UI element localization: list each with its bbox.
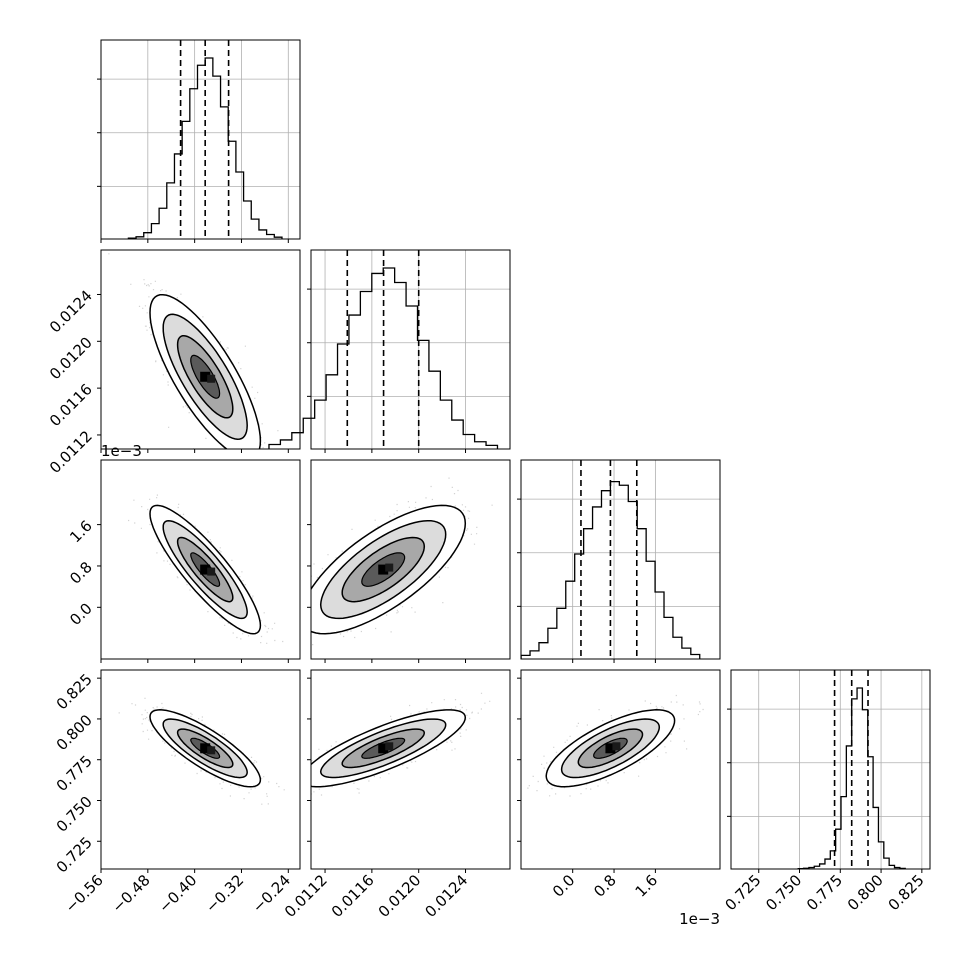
x-tick-label: −0.48 [108, 871, 153, 916]
density-peak [200, 371, 211, 382]
x-tick-label: 0.0124 [421, 871, 471, 921]
panel-frame [520, 459, 721, 660]
histogram-panel-3 [727, 669, 931, 873]
x-tick-label: 0.825 [885, 871, 928, 914]
y-tick-label: 0.0 [66, 599, 96, 629]
scatter-panel-1-2 [307, 459, 511, 663]
y-tick-label: 1.6 [66, 517, 96, 547]
y-tick-label: 0.8 [66, 558, 96, 588]
x-tick-label: 0.0120 [375, 871, 425, 921]
x-tick-label: −0.56 [62, 871, 107, 916]
x-tick-label: 0.0116 [328, 871, 378, 921]
panel-frame [310, 459, 511, 660]
x-tick-label: 1.6 [632, 871, 662, 901]
x-tick-label: 0.750 [762, 871, 805, 914]
panel-frame [520, 669, 721, 870]
x-tick-label: 0.0 [549, 871, 579, 901]
density-peak [207, 746, 216, 755]
y-tick-label: 0.0112 [46, 427, 96, 477]
panel-frame [310, 249, 511, 450]
density-peak [200, 564, 211, 575]
y-tick-label: 0.725 [53, 833, 96, 876]
panel-frame [310, 669, 511, 870]
scatter-panel-0-3 [97, 669, 301, 873]
y-tick-label: 0.0120 [46, 333, 96, 383]
y-tick-label: 0.775 [53, 752, 96, 795]
density-peak [200, 743, 211, 754]
x-tick-label: 0.725 [721, 871, 764, 914]
density-peak [207, 567, 216, 576]
density-peak [378, 743, 389, 754]
panel-frame [100, 459, 301, 660]
y-tick-label: 0.825 [53, 670, 96, 713]
density-peak [378, 564, 389, 575]
panel-frame [100, 669, 301, 870]
y-offset-label: 1e−3 [101, 442, 142, 460]
scatter-panel-0-1 [97, 249, 301, 453]
scatter-panel-0-2 [97, 459, 301, 663]
x-offset-label: 1e−3 [679, 910, 720, 928]
histogram-panel-1 [268, 249, 511, 453]
x-tick-label: −0.32 [202, 871, 247, 916]
density-peak [605, 743, 616, 754]
histogram-panel-0 [97, 39, 301, 243]
x-tick-label: −0.40 [155, 871, 200, 916]
histogram-step [520, 480, 701, 659]
density-peak [385, 742, 394, 751]
panel-frame [100, 39, 301, 240]
histogram-panel-2 [517, 459, 721, 663]
density-peak [207, 374, 216, 383]
scatter-panel-2-3 [517, 669, 721, 873]
density-peak [612, 742, 621, 751]
x-tick-label: 0.800 [844, 871, 887, 914]
y-tick-label: 0.800 [53, 711, 96, 754]
y-tick-label: 0.750 [53, 793, 96, 836]
y-tick-label: 0.0124 [46, 287, 96, 337]
panel-frame [730, 669, 931, 870]
y-tick-label: 0.0116 [46, 380, 96, 430]
scatter-panel-1-3 [307, 669, 511, 873]
x-tick-label: 0.8 [590, 871, 620, 901]
x-tick-label: 0.775 [803, 871, 846, 914]
panel-frame [100, 249, 301, 450]
density-peak [385, 563, 394, 572]
